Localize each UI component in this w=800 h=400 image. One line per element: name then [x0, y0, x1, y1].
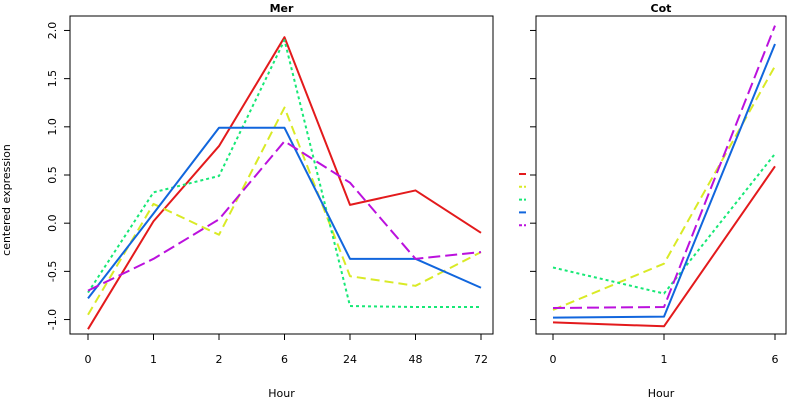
x-tick-label-mer: 24 [343, 353, 357, 366]
series-line-cot-2 [552, 65, 776, 311]
panel-mer: Mer 0 1 2 6 24 48 72 Hour -1.0 -0.5 0.0 0.5 1.0 1.5 2.0 [46, 2, 494, 400]
series-line-mer-3 [87, 39, 481, 309]
series-line-cot-4 [552, 43, 776, 319]
series-line-mer-5 [87, 140, 482, 292]
plot-frame-cot [535, 15, 787, 335]
panel-cot: Cot 0 1 6 Hour [530, 2, 787, 400]
x-axis-title-mer: Hour [268, 387, 295, 400]
series-line-cot-3 [552, 153, 776, 295]
y-tick-label: 2.0 [46, 22, 59, 39]
x-tick-label-cot: 1 [661, 353, 668, 366]
plot-frame-mer [69, 15, 494, 335]
panel-title-mer: Mer [270, 2, 294, 15]
y-tick-label: 1.5 [46, 70, 59, 88]
legend-keys [519, 173, 526, 227]
series-line-mer-2 [87, 106, 482, 316]
x-tick-label-mer: 0 [85, 353, 92, 366]
y-tick-label: 0.5 [46, 166, 59, 184]
y-tick-label: -1.0 [46, 309, 59, 330]
x-tick-label-mer: 48 [409, 353, 423, 366]
x-tick-label-mer: 2 [216, 353, 223, 366]
x-tick-label-mer: 6 [281, 353, 288, 366]
panel-title-cot: Cot [651, 2, 672, 15]
series-line-cot-1 [552, 165, 776, 328]
x-tick-label-cot: 0 [550, 353, 557, 366]
series-line-mer-1 [87, 36, 482, 330]
x-axis-title-cot: Hour [648, 387, 675, 400]
x-tick-label-cot: 6 [772, 353, 779, 366]
series-line-cot-5 [552, 25, 776, 309]
y-tick-label: 0.0 [46, 214, 59, 232]
x-tick-label-mer: 72 [474, 353, 488, 366]
y-tick-label: 1.0 [46, 118, 59, 135]
y-tick-label: -0.5 [46, 261, 59, 282]
y-axis-title: centered expression [0, 144, 13, 256]
x-tick-label-mer: 1 [150, 353, 157, 366]
